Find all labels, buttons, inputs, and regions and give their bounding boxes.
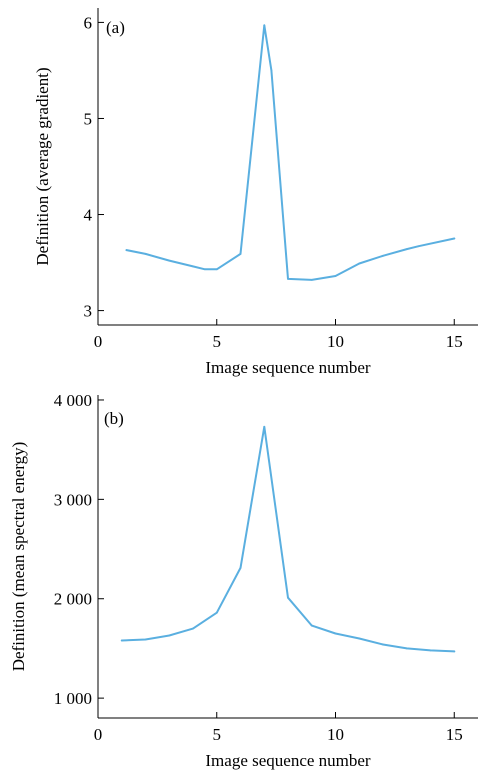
x-tick-label: 0 bbox=[94, 332, 103, 351]
x-tick-label: 5 bbox=[213, 725, 222, 744]
data-point bbox=[203, 268, 206, 271]
x-axis-title: Image sequence number bbox=[205, 751, 371, 770]
y-tick-label: 4 000 bbox=[54, 391, 92, 410]
data-point bbox=[382, 643, 384, 646]
data-point bbox=[287, 596, 289, 599]
data-point bbox=[310, 624, 313, 627]
data-point bbox=[239, 253, 242, 255]
data-point bbox=[215, 268, 218, 271]
x-tick-label: 5 bbox=[213, 332, 222, 351]
data-point bbox=[270, 69, 273, 72]
y-tick-label: 1 000 bbox=[54, 689, 92, 708]
data-point bbox=[358, 637, 361, 640]
data-point bbox=[144, 253, 147, 255]
data-point bbox=[287, 277, 289, 280]
x-tick-label: 15 bbox=[446, 725, 463, 744]
y-axis-title: Definition (average gradient) bbox=[33, 67, 52, 265]
data-point bbox=[125, 249, 128, 251]
data-point bbox=[239, 567, 242, 569]
y-axis-title: Definition (mean spectral energy) bbox=[9, 442, 28, 672]
data-point bbox=[168, 259, 171, 262]
x-tick-label: 10 bbox=[327, 725, 344, 744]
data-point bbox=[405, 647, 408, 650]
data-point bbox=[429, 649, 432, 652]
panel-label: (b) bbox=[104, 409, 124, 428]
panel-label: (a) bbox=[106, 18, 125, 37]
x-tick-label: 15 bbox=[446, 332, 463, 351]
data-point bbox=[120, 639, 123, 642]
data-point bbox=[382, 254, 384, 257]
data-point bbox=[358, 262, 361, 265]
data-point bbox=[417, 245, 420, 248]
data-point bbox=[168, 634, 171, 637]
series-line bbox=[125, 24, 456, 281]
data-point bbox=[334, 275, 337, 277]
y-tick-label: 2 000 bbox=[54, 590, 92, 609]
chart-panel-b: 0 5 10 15 1 000 2 000 3 000 4 000 Image sequence… bbox=[9, 391, 478, 770]
chart-panel-a: 0 5 10 15 3 4 5 6 Image sequence number Definitio… bbox=[33, 8, 478, 377]
data-point bbox=[263, 24, 266, 27]
series-line bbox=[120, 425, 456, 653]
data-point bbox=[263, 425, 266, 428]
x-tick-label: 0 bbox=[94, 725, 103, 744]
x-tick-label: 10 bbox=[327, 332, 344, 351]
data-point bbox=[453, 650, 456, 653]
y-tick-label: 3 000 bbox=[54, 490, 92, 509]
data-point bbox=[334, 632, 337, 635]
data-point bbox=[144, 638, 147, 641]
data-point bbox=[192, 627, 194, 630]
y-tick-label: 6 bbox=[84, 13, 93, 32]
data-point bbox=[453, 237, 456, 240]
data-point bbox=[405, 248, 408, 251]
data-point bbox=[215, 611, 218, 614]
y-tick-label: 4 bbox=[84, 206, 93, 225]
y-tick-label: 3 bbox=[84, 302, 93, 321]
data-point bbox=[310, 278, 313, 281]
y-tick-label: 5 bbox=[84, 109, 93, 128]
data-point bbox=[192, 265, 194, 268]
x-axis-title: Image sequence number bbox=[205, 358, 371, 377]
